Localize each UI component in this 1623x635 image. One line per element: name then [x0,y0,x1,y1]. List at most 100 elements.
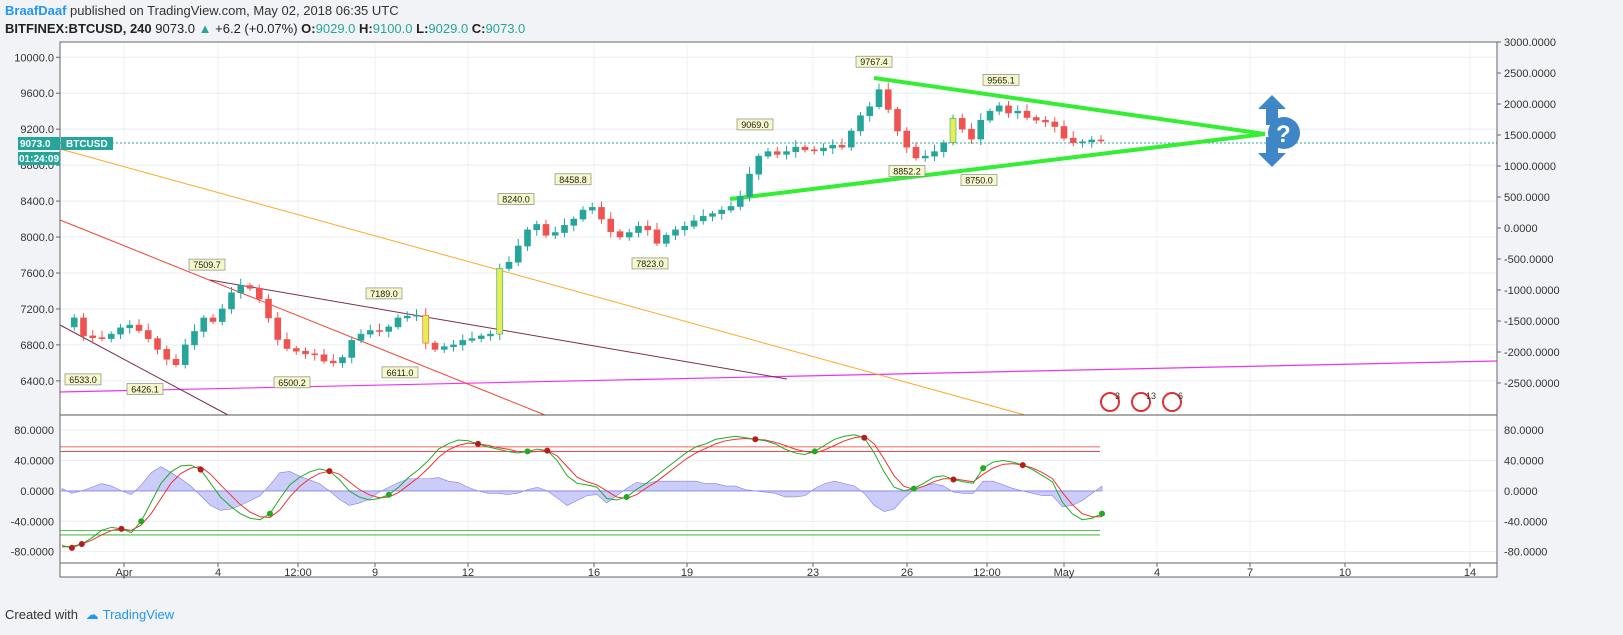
y-right-tick-label: -2000.0000 [1504,347,1560,359]
candle-body [366,330,374,335]
candle-body [820,147,827,152]
y-right-tick-label: 2000.0000 [1504,99,1556,111]
candle-body [228,292,235,310]
candle-body [292,348,300,352]
candle-body [755,155,763,175]
candle-body [968,128,975,140]
triangle-upper-line [873,76,1266,136]
candle-body [1023,110,1031,118]
close-value: 9073.0 [485,21,526,36]
price-label-box [126,383,164,395]
countdown-box [18,152,60,165]
symbol-label: BITFINEX:BTCUSD, 240 [5,21,152,36]
y-tick-label: 8000.0 [20,232,54,244]
candle-body [921,155,929,159]
price-label: 6533.0 [69,375,97,385]
candle-body [829,145,837,149]
candle-body [875,89,883,108]
price-label: 7189.0 [370,289,398,299]
macd-tick-label: -80.0000 [11,547,54,559]
purple-trendline-2 [59,324,229,416]
candle-body [403,315,411,319]
candle-body [847,130,855,148]
red-trendline [59,219,546,416]
candle-body [598,207,605,220]
candle-body [616,231,624,238]
candle-body [1032,117,1040,121]
x-tick-label: 12:00 [973,567,1001,579]
candle-body [246,285,254,289]
candle-body [1014,110,1022,114]
y-right-tick-label: 0.0000 [1504,223,1538,235]
macd-cross-dot [811,448,818,455]
author-name[interactable]: BraafDaaf [5,3,67,18]
y-right-tick-label: -500.0000 [1504,254,1554,266]
candle-body [903,130,911,148]
up-down-arrow-icon: ? [1258,95,1300,167]
candle-body [302,350,309,355]
us-flag-icon[interactable] [1100,392,1120,412]
x-tick-label: Apr [115,567,132,579]
us-flag-icon[interactable] [1131,392,1151,412]
candle-body [218,308,226,322]
y-right-tick-label: 1000.0000 [1504,161,1556,173]
candle-body [783,151,790,155]
y-tick-label: 7600.0 [20,268,54,280]
open-label: O: [301,21,316,36]
macd-cross-dot [138,518,145,525]
candle-body [949,118,957,143]
low-label: L: [416,21,429,36]
price-labels: 6533.0 6426.1 7509.7 6500.2 7189.0 6611.0 8240… [64,55,1020,395]
badge-count-3: 6 [1178,391,1183,401]
candle-body [579,209,587,220]
last-price: 9073.0 [155,21,196,36]
candle-body [662,234,670,244]
published-text: published on TradingView.com, May 02, 20… [70,3,399,18]
y-right-tick-label: -2500.0000 [1504,378,1560,390]
candle-body [810,149,818,152]
x-tick-label: 7 [1247,567,1253,579]
current-price-tag: 9073.0 BTCUSD 01:24:09 [18,137,113,165]
candle-body [635,225,642,233]
price-tag-symbol: BTCUSD [66,139,108,150]
price-tag-box [18,137,60,150]
x-tick-label: 19 [681,567,693,579]
candle-body [80,317,87,337]
tradingview-link[interactable]: TradingView [102,607,175,622]
x-tick-label: May [1054,567,1075,579]
triangle-lower-line [729,132,1266,201]
y-right-tick-label: 500.0000 [1504,192,1550,204]
price-label: 6426.1 [131,384,159,394]
y-right-tick-label: -1500.0000 [1504,316,1560,328]
candle-body [718,209,726,214]
event-badges[interactable]: 3 13 6 [1100,391,1183,412]
macd-cross-dot [1019,462,1026,469]
macd-cross-dot [524,448,531,455]
candle-body [107,333,115,339]
price-label-box [631,257,669,270]
tradingview-cloud-icon[interactable]: ☁ [85,607,99,622]
candle-body [1042,119,1049,123]
candle-body [958,118,966,130]
orange-trendline [59,148,1026,416]
price-label: 7823.0 [636,259,664,269]
candle-body [1097,139,1105,142]
candle-body [995,105,1003,112]
y-right-tick-label: 2500.0000 [1504,68,1556,80]
candle-body [931,151,938,157]
y-tick-label: 9200.0 [20,124,54,136]
x-tick-label: 12:00 [284,567,312,579]
candle-body [912,146,920,159]
chart-border [59,41,1498,578]
macd-cross-dot [1099,510,1105,517]
price-label: 6611.0 [387,368,414,378]
candle-body [237,285,245,294]
candle-body [1051,121,1059,127]
macd-pane [60,434,1105,551]
candle-body [181,344,189,365]
x-tick-label: 9 [372,567,378,579]
us-flag-icon[interactable] [1162,392,1182,412]
candle-body [450,344,457,347]
candle-body [348,340,356,358]
